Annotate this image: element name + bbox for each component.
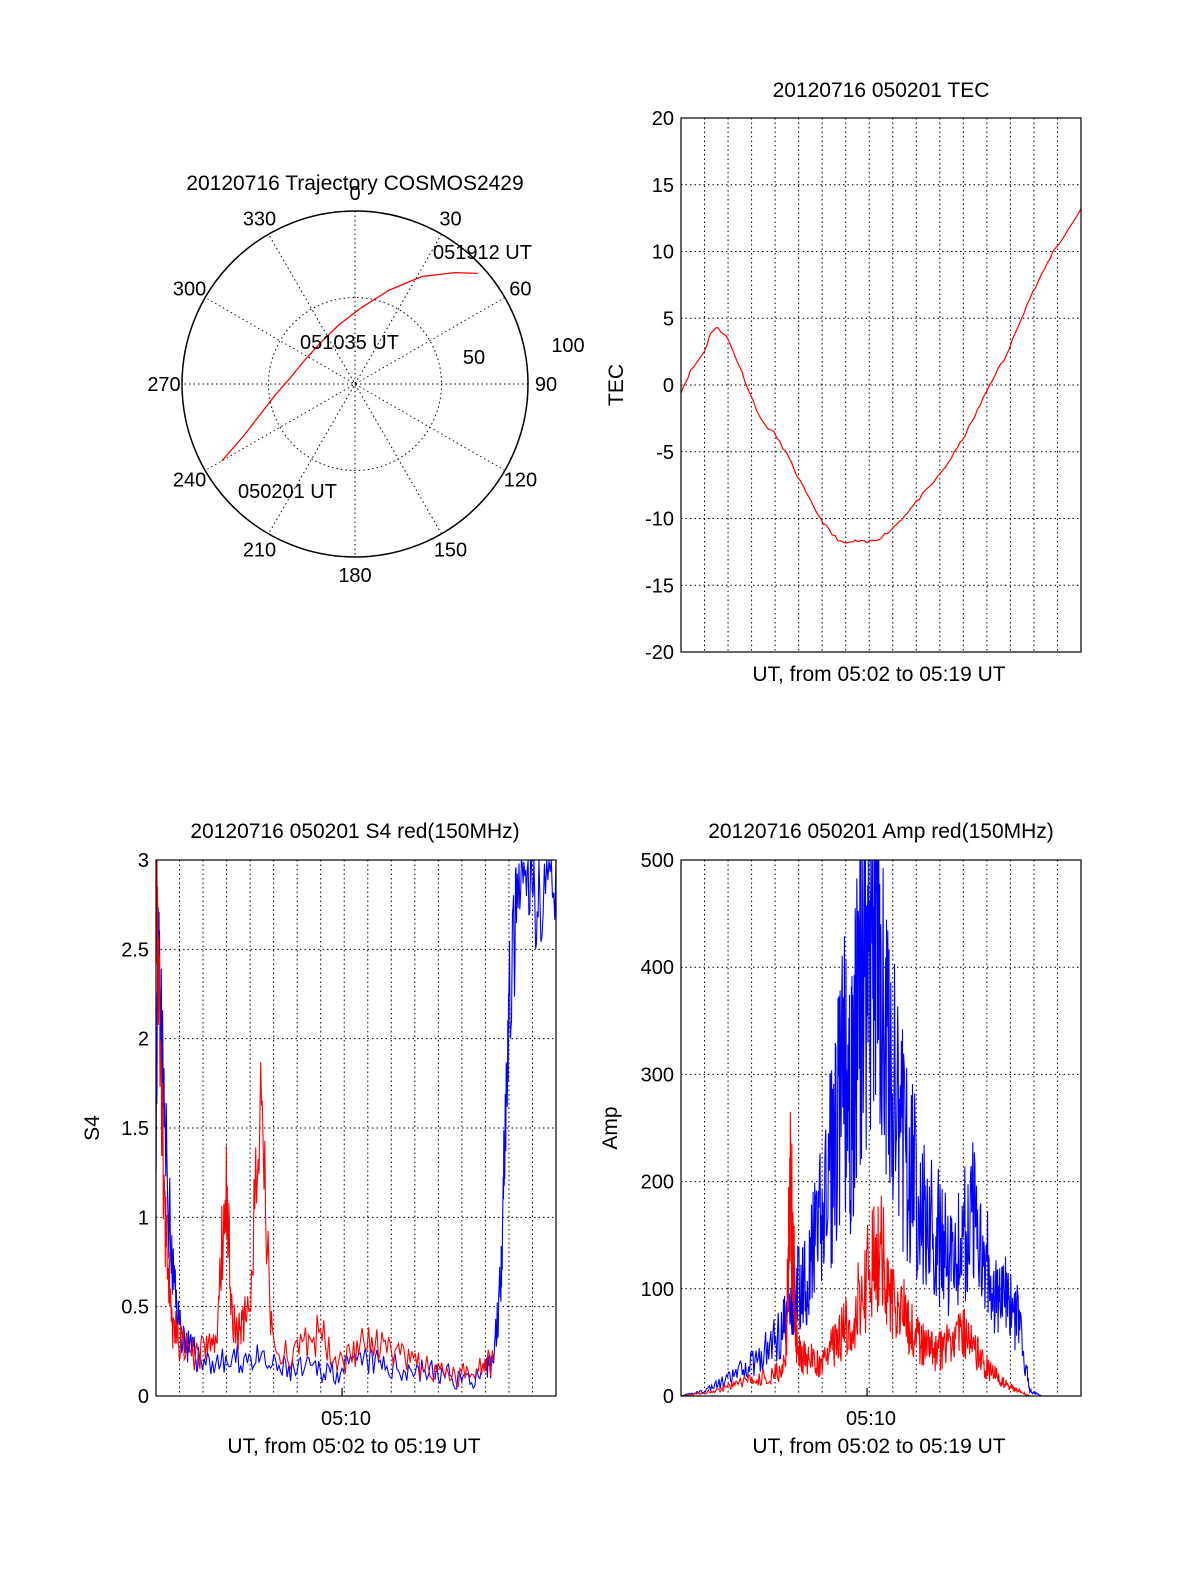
s4-y-ticks: 3 2.5 2 1.5 1 0.5 0 (121, 850, 149, 1408)
tec-series (680, 208, 1082, 544)
s4-x-tick-label: 05:10 (321, 1408, 371, 1430)
polar-angle-label: 60 (509, 279, 531, 301)
y-tick-label: 0 (663, 375, 674, 397)
polar-angle-label: 210 (243, 539, 276, 561)
y-tick-label: -15 (645, 575, 674, 597)
polar-angle-label: 120 (504, 470, 537, 492)
polar-angle-label: 0 (349, 183, 360, 205)
trajectory-line (221, 271, 478, 462)
s4-grid (156, 860, 556, 1396)
y-tick-label: 400 (641, 957, 674, 979)
s4-chart: 20120716 050201 S4 red(150MHz) 3 2.5 2 1.5 1… (81, 820, 557, 1458)
y-tick-label: 1.5 (121, 1118, 149, 1140)
s4-title: 20120716 050201 S4 red(150MHz) (190, 820, 519, 843)
polar-angle-label: 150 (434, 539, 467, 561)
polar-title: 20120716 Trajectory COSMOS2429 (186, 172, 523, 195)
y-tick-label: 20 (652, 108, 674, 130)
polar-angle-label: 30 (439, 209, 461, 231)
y-tick-label: 0 (663, 1386, 674, 1408)
polar-grid (181, 210, 529, 558)
polar-angle-label: 270 (147, 374, 180, 396)
polar-spoke (204, 297, 506, 471)
annotation-mid-time: 051035 UT (300, 332, 399, 354)
s4-x-label: UT, from 05:02 to 05:19 UT (227, 1435, 480, 1458)
s4-y-label: S4 (81, 1115, 104, 1141)
y-tick-label: 500 (641, 850, 674, 872)
amp-y-label: Amp (599, 1106, 622, 1149)
series-line-2 (680, 1111, 1081, 1397)
y-tick-label: 3 (138, 850, 149, 872)
annotation-start-time: 050201 UT (238, 481, 337, 503)
tec-title: 20120716 050201 TEC (773, 79, 990, 102)
polar-angle-label: 300 (173, 279, 206, 301)
polar-angle-labels: 0 30 60 90 120 150 180 210 240 270 300 330 (147, 183, 557, 587)
amp-series (680, 859, 1081, 1397)
polar-inner-circle (268, 297, 442, 471)
series-line-2 (155, 859, 494, 1388)
tec-x-label: UT, from 05:02 to 05:19 UT (752, 663, 1005, 686)
tec-y-label: TEC (605, 364, 628, 406)
tec-y-ticks: 20 15 10 5 0 -5 -10 -15 -20 (645, 108, 674, 664)
s4-series (155, 859, 557, 1390)
amp-plot-frame (680, 859, 1082, 1397)
y-tick-label: -5 (656, 442, 674, 464)
amp-x-tick-label: 05:10 (846, 1408, 896, 1430)
tec-plot-frame (680, 117, 1082, 653)
y-tick-label: 300 (641, 1064, 674, 1086)
amp-y-ticks: 500 400 300 200 100 0 (641, 850, 674, 1408)
series-line-1 (155, 859, 557, 1390)
y-tick-label: 15 (652, 175, 674, 197)
polar-angle-label: 180 (338, 565, 371, 587)
y-tick-label: 200 (641, 1172, 674, 1194)
polar-radial-label-100: 100 (551, 335, 584, 357)
polar-angle-label: 90 (535, 374, 557, 396)
y-tick-label: 2.5 (121, 939, 149, 961)
annotation-end-time: 051912 UT (433, 242, 532, 264)
polar-angle-label: 330 (243, 209, 276, 231)
polar-angle-label: 240 (173, 470, 206, 492)
y-tick-label: -20 (645, 642, 674, 664)
y-tick-label: 2 (138, 1029, 149, 1051)
y-tick-label: 5 (663, 308, 674, 330)
s4-plot-frame (155, 859, 557, 1397)
y-tick-label: 0 (138, 1386, 149, 1408)
polar-radial-label-50: 50 (463, 347, 485, 369)
amp-chart: 20120716 050201 Amp red(150MHz) 500 400 30… (599, 820, 1082, 1458)
y-tick-label: 1 (138, 1207, 149, 1229)
amp-x-label: UT, from 05:02 to 05:19 UT (752, 1435, 1005, 1458)
y-tick-label: 0.5 (121, 1297, 149, 1319)
polar-trajectory-chart: 20120716 Trajectory COSMOS2429 0 30 60 90 12… (147, 172, 584, 587)
polar-spoke (204, 297, 506, 471)
y-tick-label: 10 (652, 242, 674, 264)
series-line-1 (680, 859, 1081, 1397)
amp-title: 20120716 050201 Amp red(150MHz) (708, 820, 1054, 843)
polar-spoke (268, 233, 442, 535)
series-line-1 (680, 208, 1082, 544)
tec-chart: 20120716 050201 TEC 20151050-5-10-15-20 … (605, 79, 1082, 686)
y-tick-label: -10 (645, 509, 674, 531)
y-tick-label: 100 (641, 1279, 674, 1301)
tec-grid (681, 118, 1081, 652)
polar-spoke (268, 233, 442, 535)
